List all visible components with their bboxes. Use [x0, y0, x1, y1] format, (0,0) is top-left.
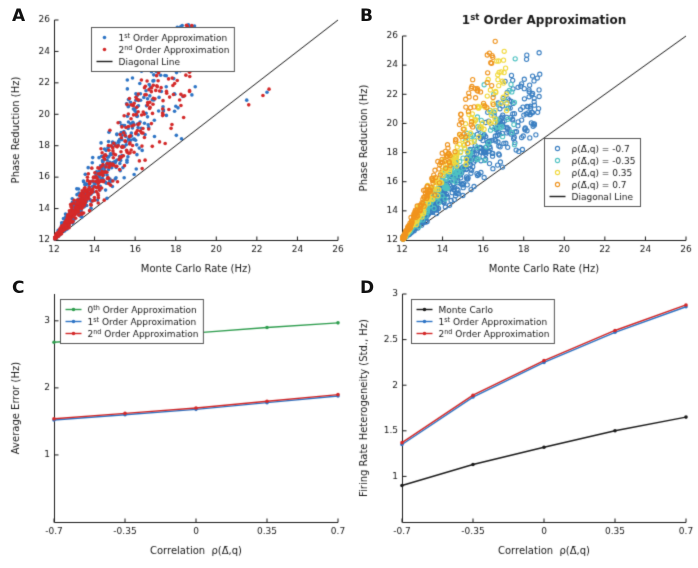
panel-d-label: D: [360, 278, 375, 298]
panel-a-label: A: [12, 6, 26, 26]
panel-b-label: B: [360, 6, 374, 26]
panel-a: [8, 8, 348, 278]
panel-a-scatter-chart: [8, 8, 348, 278]
panel-b: [356, 8, 696, 278]
panel-c-line-chart: [8, 282, 348, 560]
panel-c-label: C: [12, 278, 25, 298]
panel-b-scatter-chart: [356, 8, 696, 278]
panel-d: [356, 282, 696, 560]
panel-c: [8, 282, 348, 560]
panel-d-line-chart: [356, 282, 696, 560]
